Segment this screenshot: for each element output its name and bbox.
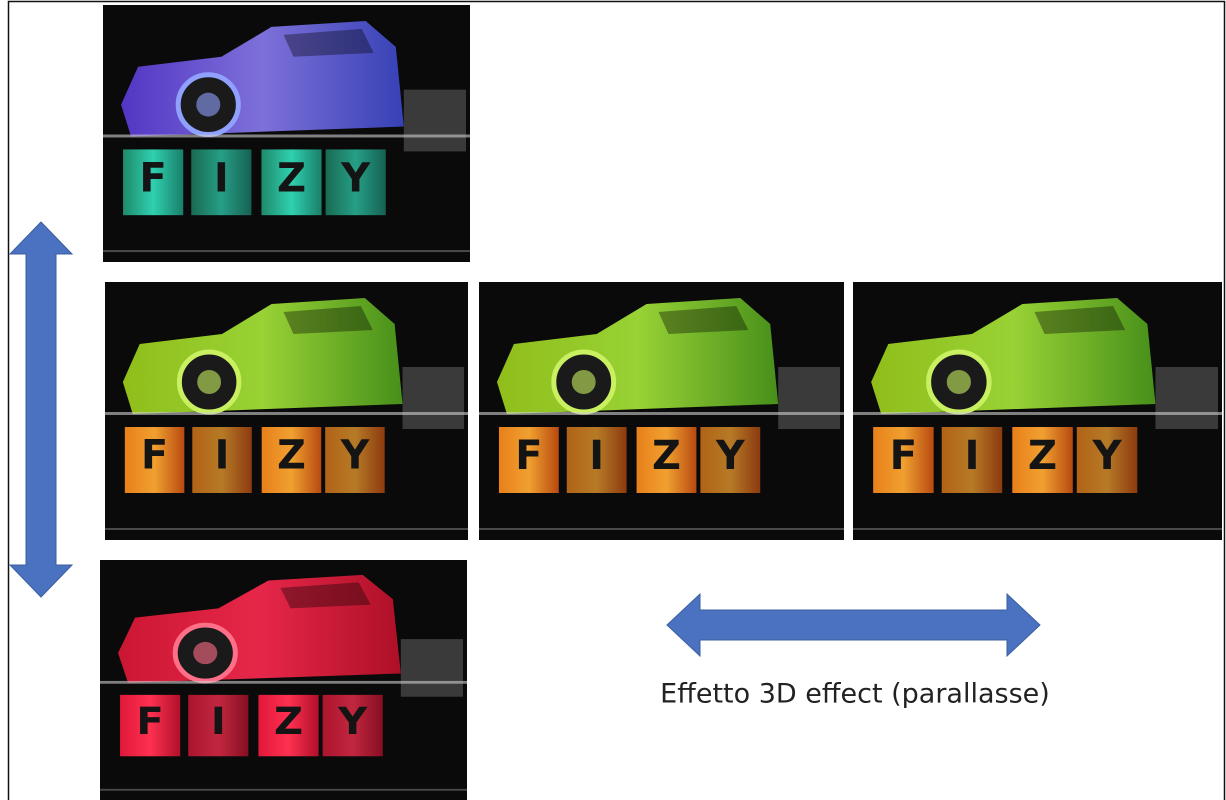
tile-letter: Y	[340, 432, 371, 478]
clamp-block	[1155, 367, 1218, 429]
clamp-block	[778, 367, 840, 429]
glass-edge	[479, 412, 844, 415]
tile-letter: Z	[277, 155, 306, 201]
photo-bottom-edge	[853, 528, 1222, 530]
tile-letter: F	[136, 700, 163, 743]
clamp-block	[401, 639, 463, 697]
tile-letter: I	[964, 433, 979, 479]
tile-letter: Y	[1091, 433, 1122, 479]
clamp-block	[404, 90, 466, 152]
tile-letter: F	[141, 432, 168, 478]
hub	[196, 93, 220, 117]
glass-edge	[103, 134, 470, 137]
glass-edge	[853, 412, 1222, 415]
hub	[193, 642, 217, 664]
tile-letter: Y	[337, 700, 368, 743]
clamp-block	[403, 367, 464, 429]
tile-letter: F	[515, 433, 542, 479]
hub	[572, 370, 596, 394]
tile-letter: Z	[1028, 433, 1057, 479]
tile-letter: I	[589, 433, 604, 479]
tile-letter: F	[139, 155, 166, 201]
slide: FIZYFIZYFIZYFIZYFIZY Effetto 3D effect (…	[0, 0, 1226, 800]
photo-bottom-edge	[103, 250, 470, 252]
hub	[947, 370, 971, 394]
tile-letter: F	[890, 433, 918, 479]
hub	[197, 370, 221, 394]
photo-bottom-edge	[100, 789, 467, 791]
caption: Effetto 3D effect (parallasse)	[660, 679, 1050, 710]
tile-letter: Z	[652, 433, 681, 479]
tile-letter: I	[211, 700, 226, 743]
glass-edge	[100, 681, 467, 684]
tile-letter: I	[215, 432, 230, 478]
tile-letter: Z	[274, 700, 303, 743]
tile-letter: Y	[340, 155, 371, 201]
glass-edge	[105, 412, 468, 415]
tile-letter: Y	[715, 433, 746, 479]
photo-bottom-edge	[479, 528, 844, 530]
tile-letter: Z	[277, 432, 306, 478]
tile-letter: I	[214, 155, 229, 201]
page: FIZYFIZYFIZYFIZYFIZY Effetto 3D effect (…	[0, 0, 1226, 800]
photo-bottom-edge	[105, 528, 468, 530]
